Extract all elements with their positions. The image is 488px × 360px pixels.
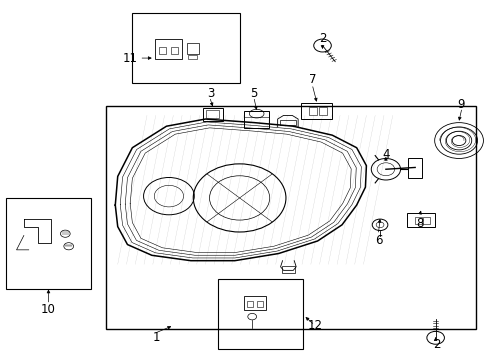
Text: 3: 3: [206, 87, 214, 100]
Text: 5: 5: [250, 87, 257, 100]
Bar: [281, 266, 295, 273]
Bar: [186, 43, 199, 54]
Text: 2: 2: [432, 338, 440, 351]
Text: 8: 8: [415, 216, 423, 230]
Bar: [247, 301, 253, 307]
Bar: [105, 107, 475, 329]
Bar: [422, 217, 429, 224]
Bar: [414, 217, 421, 224]
Text: 4: 4: [382, 148, 389, 161]
Bar: [203, 108, 222, 121]
Bar: [279, 120, 296, 126]
Text: 12: 12: [307, 319, 322, 332]
Bar: [132, 13, 239, 83]
Bar: [206, 110, 219, 118]
Bar: [407, 213, 434, 227]
Bar: [257, 301, 263, 307]
Text: 1: 1: [153, 331, 160, 344]
Bar: [217, 279, 303, 348]
Bar: [407, 158, 422, 178]
Bar: [244, 296, 265, 310]
Bar: [309, 107, 317, 116]
Bar: [319, 107, 326, 116]
Text: 10: 10: [41, 303, 56, 316]
Bar: [5, 198, 91, 289]
Text: 11: 11: [122, 51, 137, 64]
Text: 6: 6: [374, 234, 382, 247]
Bar: [170, 46, 178, 54]
Text: 9: 9: [457, 98, 464, 111]
Text: 2: 2: [318, 32, 325, 45]
Bar: [155, 39, 182, 59]
Bar: [244, 111, 268, 128]
Bar: [301, 103, 331, 119]
Bar: [159, 46, 166, 54]
Bar: [188, 55, 197, 59]
Text: 7: 7: [308, 73, 316, 86]
